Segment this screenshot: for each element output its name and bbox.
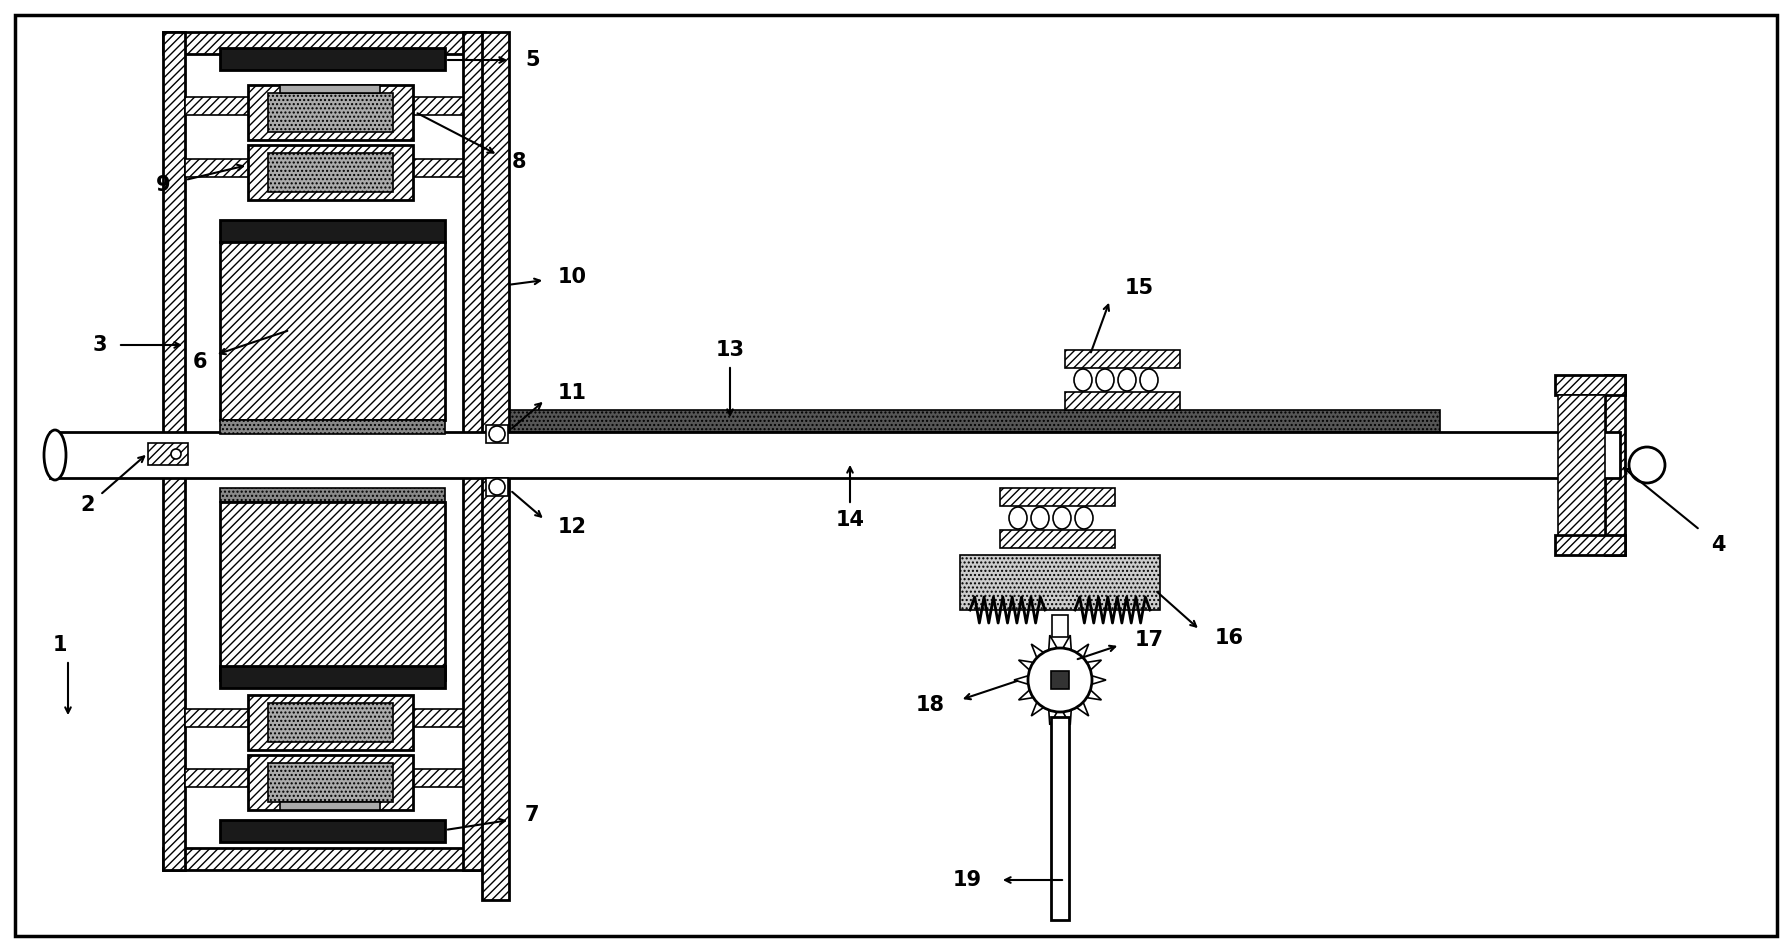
Bar: [247, 755, 412, 810]
Text: 2: 2: [81, 495, 95, 515]
Text: 4: 4: [1711, 535, 1726, 555]
Bar: [511, 432, 1240, 440]
Polygon shape: [1048, 635, 1057, 650]
Bar: [269, 763, 392, 802]
Bar: [220, 502, 444, 680]
Polygon shape: [1018, 660, 1034, 670]
Polygon shape: [1077, 644, 1090, 658]
Bar: [163, 32, 486, 54]
Ellipse shape: [1075, 507, 1093, 529]
Bar: [486, 425, 507, 443]
Bar: [961, 555, 1159, 610]
Text: 9: 9: [156, 175, 170, 195]
Polygon shape: [1032, 644, 1043, 658]
Polygon shape: [1063, 635, 1072, 650]
Bar: [50, 432, 1620, 478]
Bar: [511, 447, 1240, 455]
Bar: [163, 32, 185, 870]
Bar: [247, 85, 412, 140]
Bar: [1050, 671, 1070, 689]
Bar: [185, 709, 462, 727]
Bar: [1052, 615, 1068, 637]
Circle shape: [489, 479, 505, 495]
Polygon shape: [1063, 710, 1072, 725]
Circle shape: [489, 426, 505, 442]
Ellipse shape: [1073, 369, 1091, 391]
Polygon shape: [1014, 676, 1029, 685]
Text: 10: 10: [557, 267, 588, 287]
Text: 3: 3: [93, 335, 108, 355]
Polygon shape: [1091, 676, 1106, 685]
Bar: [247, 695, 412, 750]
Bar: [269, 703, 392, 742]
Text: 5: 5: [525, 50, 539, 70]
Bar: [1000, 530, 1115, 548]
Polygon shape: [1086, 689, 1102, 700]
Text: 16: 16: [1215, 628, 1244, 648]
Text: 6: 6: [194, 352, 208, 372]
Text: 18: 18: [916, 695, 944, 715]
Circle shape: [1029, 648, 1091, 712]
Text: 19: 19: [953, 870, 982, 890]
Ellipse shape: [45, 430, 66, 480]
Polygon shape: [1018, 689, 1034, 700]
Bar: [220, 220, 444, 242]
Ellipse shape: [1118, 369, 1136, 391]
Bar: [220, 48, 444, 70]
Text: 13: 13: [715, 340, 744, 360]
Bar: [220, 666, 444, 688]
Bar: [511, 410, 1441, 432]
Bar: [220, 420, 444, 434]
Bar: [280, 85, 380, 93]
Text: 1: 1: [52, 635, 68, 655]
Bar: [220, 242, 444, 420]
Bar: [269, 153, 392, 192]
Bar: [149, 443, 188, 465]
Bar: [511, 455, 1441, 477]
Polygon shape: [1077, 702, 1090, 716]
Text: 7: 7: [525, 805, 539, 825]
Ellipse shape: [1030, 507, 1048, 529]
Bar: [247, 145, 412, 200]
Bar: [220, 820, 444, 842]
Text: 8: 8: [513, 152, 527, 172]
Text: 17: 17: [1134, 630, 1165, 650]
Bar: [1064, 350, 1179, 368]
Text: 14: 14: [835, 510, 864, 530]
Circle shape: [1629, 447, 1665, 483]
Bar: [462, 32, 486, 870]
Text: 12: 12: [557, 517, 588, 537]
Ellipse shape: [1054, 507, 1072, 529]
Bar: [1555, 375, 1625, 395]
Bar: [1606, 375, 1625, 555]
Circle shape: [170, 449, 181, 459]
Polygon shape: [1048, 710, 1057, 725]
Bar: [1000, 488, 1115, 506]
Bar: [185, 159, 462, 177]
Bar: [280, 802, 380, 810]
Bar: [185, 97, 462, 115]
Bar: [1050, 717, 1070, 920]
Text: 11: 11: [557, 383, 588, 403]
Bar: [482, 32, 509, 900]
Polygon shape: [1086, 660, 1102, 670]
Bar: [1555, 535, 1625, 555]
Bar: [220, 488, 444, 502]
Bar: [1064, 392, 1179, 410]
Ellipse shape: [1009, 507, 1027, 529]
Bar: [269, 93, 392, 132]
Bar: [163, 848, 486, 870]
Bar: [1557, 395, 1606, 535]
Polygon shape: [1032, 702, 1043, 716]
Bar: [486, 478, 507, 496]
Ellipse shape: [1097, 369, 1115, 391]
Ellipse shape: [1140, 369, 1158, 391]
Bar: [185, 769, 462, 787]
Text: 15: 15: [1125, 278, 1154, 298]
